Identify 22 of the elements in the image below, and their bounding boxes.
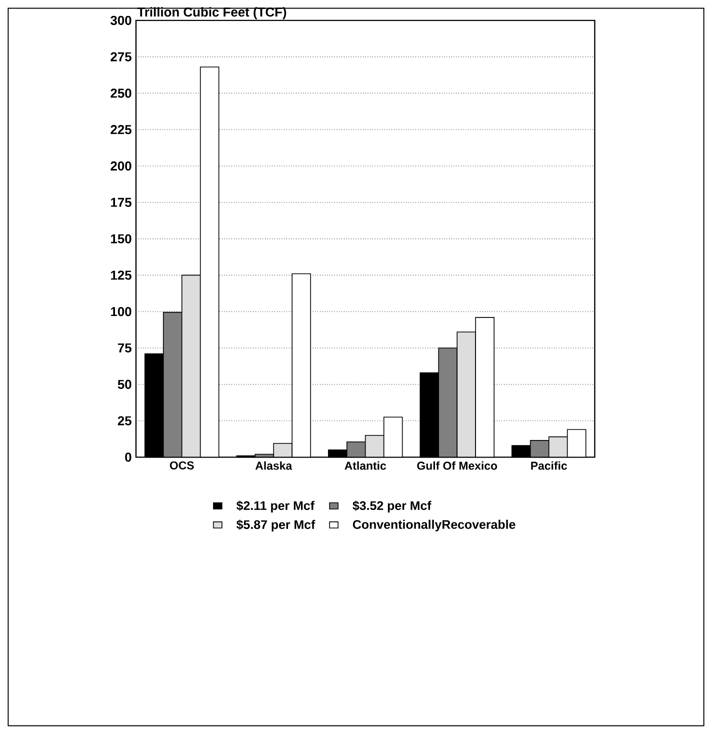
y-tick-label: 275 bbox=[110, 52, 132, 62]
x-tick-label: Pacific bbox=[531, 461, 567, 470]
y-tick-label: 250 bbox=[110, 88, 132, 98]
x-tick-label: Alaska bbox=[255, 461, 292, 470]
legend-label: $3.52 per Mcf bbox=[352, 500, 432, 512]
y-tick-label: 75 bbox=[118, 343, 132, 352]
y-tick-label: 125 bbox=[111, 270, 132, 280]
legend-label: ConventionallyRecoverable bbox=[352, 520, 516, 532]
legend-label: $2.11 per Mcf bbox=[236, 500, 315, 512]
y-tick-label: 175 bbox=[111, 198, 132, 207]
y-tick-label: 150 bbox=[111, 234, 132, 244]
x-tick-label: OCS bbox=[170, 461, 194, 470]
y-tick-label: 225 bbox=[110, 125, 132, 134]
y-tick-label: 300 bbox=[110, 16, 132, 25]
y-tick-label: 50 bbox=[118, 380, 132, 389]
y-tick-label: 0 bbox=[125, 452, 132, 462]
legend-label: $5.87 per Mcf bbox=[236, 520, 316, 532]
x-tick-label: Gulf Of Mexico bbox=[417, 461, 498, 470]
y-tick-label: 25 bbox=[118, 416, 132, 426]
y-tick-label: 200 bbox=[110, 161, 132, 171]
x-tick-label: Atlantic bbox=[344, 461, 386, 470]
y-tick-label: 100 bbox=[111, 307, 132, 316]
